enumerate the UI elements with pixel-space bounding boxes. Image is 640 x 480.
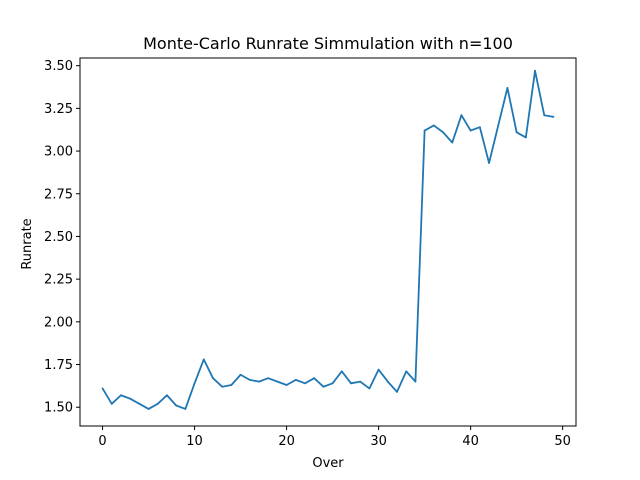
runrate-data-point [386, 380, 389, 383]
y-tick-label: 2.75 [44, 187, 73, 202]
runrate-data-point [497, 124, 500, 127]
runrate-data-point [340, 370, 343, 373]
runrate-data-point [414, 380, 417, 383]
runrate-data-point [258, 380, 260, 383]
runrate-data-point [423, 129, 426, 132]
runrate-data-point [506, 86, 509, 89]
runrate-data-point [405, 370, 408, 373]
runrate-data-point [304, 382, 306, 385]
runrate-data-point [239, 373, 242, 376]
runrate-data-point [331, 382, 334, 385]
runrate-data-point [359, 380, 362, 383]
runrate-data-point [212, 377, 214, 380]
y-tick-label: 2.00 [44, 315, 73, 330]
runrate-data-point [221, 385, 224, 388]
x-tick-label: 30 [370, 434, 387, 449]
runrate-data-point [552, 116, 555, 118]
runrate-data-point [543, 114, 546, 117]
runrate-data-point [294, 378, 297, 381]
runrate-data-point [377, 368, 380, 371]
runrate-data-point [110, 402, 113, 405]
y-tick-label: 1.50 [44, 401, 73, 416]
plot-frame [79, 57, 577, 427]
y-tick-label: 1.75 [44, 358, 73, 373]
runrate-data-point [166, 394, 168, 397]
runrate-data-point [184, 408, 187, 410]
runrate-data-point [322, 385, 325, 388]
runrate-data-point [248, 378, 251, 381]
runrate-data-point [432, 124, 435, 127]
y-axis-ticks: 1.50 1.75 2.00 2.25 2.50 2.75 3.00 3.25 3.50 [44, 59, 80, 416]
runrate-data-point [350, 382, 352, 385]
runrate-data-point [469, 129, 472, 132]
x-axis-ticks: 0 10 20 30 40 50 [98, 426, 571, 449]
runrate-data-point [101, 387, 104, 390]
runrate-data-point [230, 384, 233, 386]
runrate-data-point [534, 69, 536, 72]
runrate-data-point [276, 380, 279, 383]
y-tick-label: 3.00 [44, 145, 73, 160]
x-tick-label: 0 [98, 434, 106, 449]
runrate-data-point [193, 382, 196, 385]
runrate-data-point [488, 162, 490, 164]
runrate-data-point [285, 384, 288, 386]
runrate-data-point [147, 408, 150, 410]
runrate-data-point [368, 387, 371, 390]
runrate-data-point [156, 402, 159, 405]
runrate-data-point [442, 131, 444, 134]
y-tick-label: 3.25 [44, 102, 73, 117]
runrate-data-point [396, 390, 398, 393]
x-tick-label: 10 [186, 434, 203, 449]
runrate-data-point [460, 114, 463, 117]
y-tick-label: 3.50 [44, 59, 73, 74]
runrate-data-point [451, 141, 454, 144]
x-tick-label: 50 [554, 434, 571, 449]
y-tick-label: 2.50 [44, 230, 73, 245]
x-tick-label: 40 [462, 434, 479, 449]
runrate-data-point [478, 126, 481, 129]
runrate-data-point [515, 131, 518, 134]
runrate-data-point [129, 397, 132, 400]
runrate-series-line [101, 69, 554, 410]
x-axis-label: Over [312, 456, 344, 471]
runrate-data-point [313, 377, 316, 380]
runrate-data-point [524, 136, 527, 139]
runrate-data-point [138, 402, 141, 405]
plot-area [101, 69, 555, 410]
runrate-data-point [120, 394, 122, 397]
runrate-data-point [175, 404, 178, 407]
chart-title: Monte-Carlo Runrate Simmulation with n=1… [143, 34, 513, 53]
runrate-data-point [267, 377, 270, 380]
y-tick-label: 2.25 [44, 273, 73, 288]
runrate-data-point [202, 358, 205, 361]
x-tick-label: 20 [278, 434, 295, 449]
y-axis-label: Runrate [20, 218, 35, 269]
